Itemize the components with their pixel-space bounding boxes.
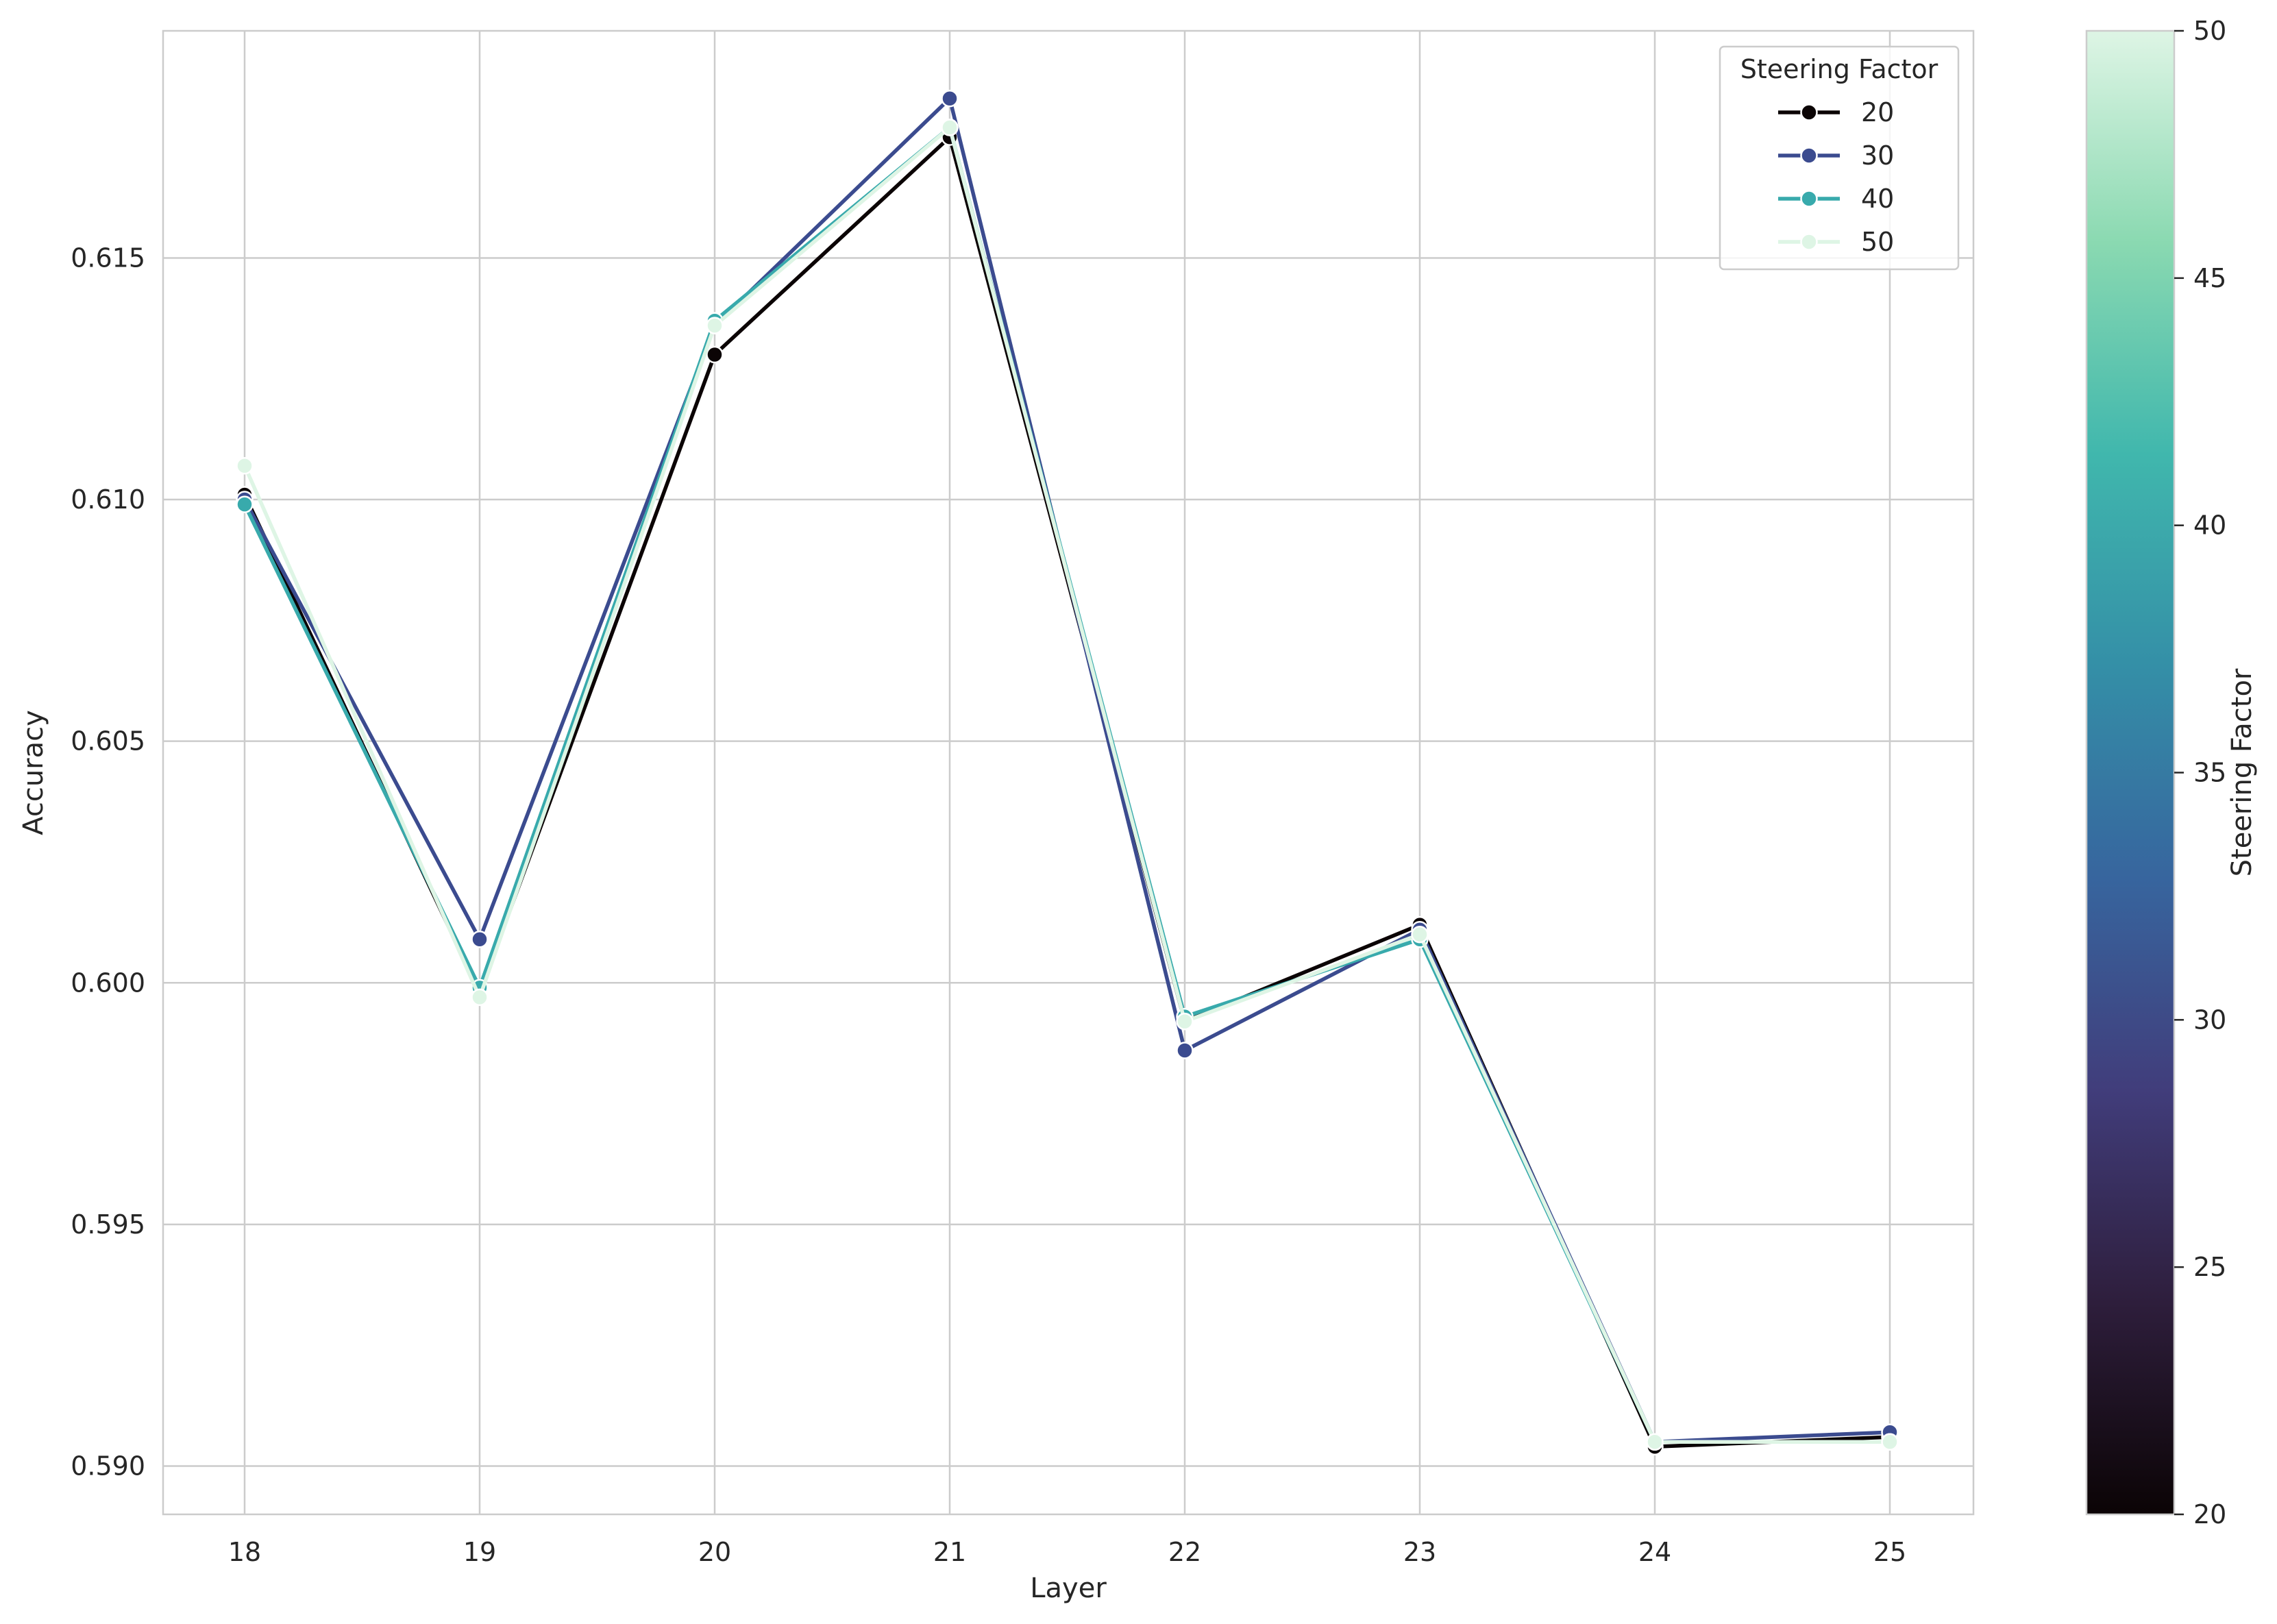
series-line: [243, 125, 1890, 1444]
legend-label: 40: [1861, 184, 1894, 214]
colorbar-tick-label: 20: [2193, 1499, 2226, 1529]
y-tick-label: 0.615: [71, 243, 145, 273]
data-point: [471, 988, 489, 1007]
colorbar: 20 25 30 35 40 45 50 Steering Factor: [2085, 16, 2258, 1529]
legend-label: 20: [1861, 97, 1894, 127]
colorbar-gradient: [2085, 29, 2176, 1516]
series-line: [243, 125, 1890, 1444]
legend-label: 30: [1861, 140, 1894, 171]
plot-area: [162, 29, 1975, 1516]
y-tick-label: 0.590: [71, 1451, 145, 1481]
colorbar-tick-label: 30: [2193, 1005, 2226, 1035]
colorbar-ticks: 20 25 30 35 40 45 50: [2174, 16, 2226, 1529]
legend-marker: [1800, 103, 1818, 121]
legend-item: 50: [1778, 227, 1894, 257]
colorbar-tick-label: 25: [2193, 1252, 2226, 1282]
data-point: [1176, 1042, 1194, 1059]
series-layer: [236, 89, 1899, 1456]
x-tick-label: 22: [1168, 1537, 1201, 1567]
series-20: [236, 128, 1899, 1456]
colorbar-tick-label: 40: [2193, 510, 2226, 541]
data-point: [1411, 925, 1429, 944]
y-axis-ticks: 0.590 0.595 0.600 0.605 0.610 0.615: [71, 243, 145, 1481]
y-tick-label: 0.595: [71, 1209, 145, 1240]
y-tick-label: 0.600: [71, 968, 145, 998]
x-tick-label: 18: [228, 1537, 261, 1567]
legend-items: 20 30 40 50: [1778, 97, 1894, 257]
x-tick-label: 24: [1638, 1537, 1671, 1567]
x-tick-label: 21: [933, 1537, 966, 1567]
series-line: [243, 135, 1891, 1449]
colorbar-title: Steering Factor: [2226, 668, 2258, 876]
colorbar-tick-label: 45: [2193, 263, 2226, 293]
data-point: [941, 89, 959, 108]
x-tick-label: 23: [1403, 1537, 1436, 1567]
legend-item: 20: [1778, 97, 1894, 127]
legend-label: 50: [1861, 227, 1894, 257]
legend: Steering Factor 20 30 40 50: [1719, 45, 1960, 271]
data-point: [1176, 1012, 1194, 1031]
x-axis-title: Layer: [1030, 1573, 1107, 1604]
data-point: [706, 345, 724, 364]
legend-marker: [1800, 190, 1818, 208]
data-point: [1646, 1433, 1664, 1451]
y-tick-label: 0.610: [71, 484, 145, 515]
data-point: [941, 119, 959, 136]
series-50: [236, 119, 1899, 1451]
grid-lines: [163, 31, 1973, 1514]
series-40: [236, 119, 1899, 1451]
legend-frame: [1719, 45, 1960, 271]
legend-item: 40: [1778, 184, 1894, 214]
data-point: [1881, 1433, 1899, 1451]
series-30: [236, 89, 1899, 1451]
data-point: [236, 456, 254, 475]
data-point: [471, 931, 489, 948]
legend-title: Steering Factor: [1740, 54, 1938, 84]
legend-marker: [1800, 147, 1818, 164]
legend-item: 30: [1778, 140, 1894, 171]
colorbar-tick-label: 35: [2193, 758, 2226, 788]
colorbar-tick-label: 50: [2193, 16, 2226, 46]
data-point: [236, 495, 254, 513]
data-point: [706, 317, 724, 334]
x-tick-label: 25: [1873, 1537, 1906, 1567]
x-tick-label: 19: [463, 1537, 496, 1567]
x-tick-label: 20: [698, 1537, 731, 1567]
x-axis-ticks: 18 19 20 21 22 23 24 25: [228, 1537, 1906, 1567]
y-axis-title: Accuracy: [18, 710, 49, 835]
series-line: [243, 96, 1891, 1444]
legend-marker: [1800, 233, 1818, 251]
y-tick-label: 0.605: [71, 726, 145, 756]
